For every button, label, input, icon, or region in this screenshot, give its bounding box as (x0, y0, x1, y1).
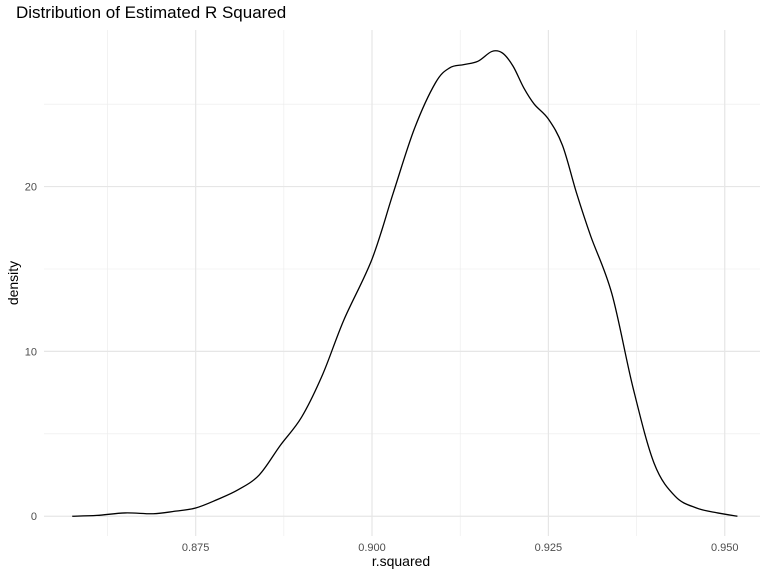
density-series (72, 50, 738, 517)
y-axis-title: density (5, 261, 21, 305)
major-gridlines (44, 30, 760, 536)
x-tick-label: 0.950 (711, 542, 739, 554)
x-tick-label: 0.925 (535, 542, 563, 554)
y-tick-label: 0 (31, 511, 37, 523)
minor-gridlines (44, 30, 760, 536)
density-curve (72, 50, 738, 517)
x-axis-title: r.squared (372, 553, 430, 569)
x-tick-label: 0.900 (358, 542, 386, 554)
x-axis-tick-labels: 0.875 0.900 0.925 0.950 (182, 542, 739, 554)
y-tick-label: 20 (25, 182, 37, 194)
x-tick-label: 0.875 (182, 542, 210, 554)
chart-title: Distribution of Estimated R Squared (16, 3, 287, 22)
y-axis-tick-labels: 0 10 20 (25, 182, 37, 524)
y-tick-label: 10 (25, 346, 37, 358)
